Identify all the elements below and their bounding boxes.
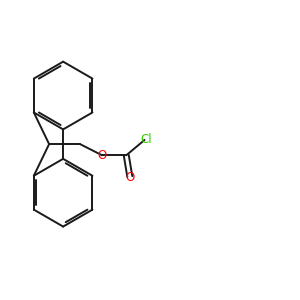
Text: O: O xyxy=(125,172,134,184)
Text: Cl: Cl xyxy=(140,134,152,146)
Text: O: O xyxy=(98,149,107,162)
